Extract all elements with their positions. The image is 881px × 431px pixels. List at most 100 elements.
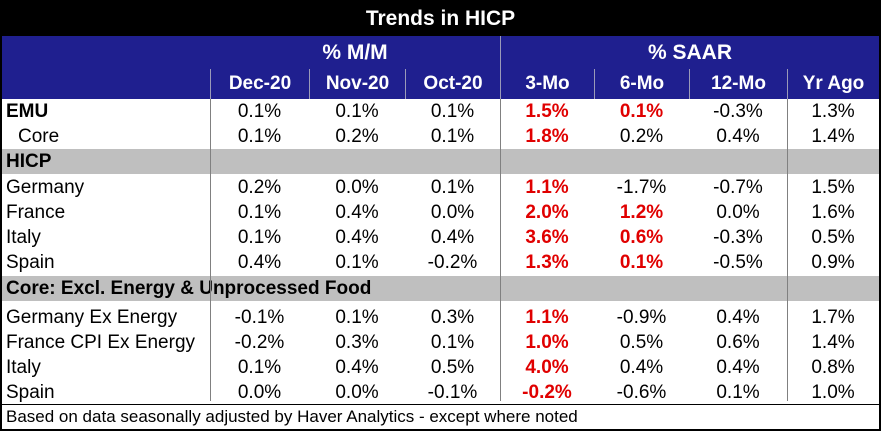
value-cell: 0.4% — [716, 357, 760, 378]
value-cell — [594, 276, 689, 301]
value-cell: 0.1% — [430, 126, 475, 147]
value-cell: 0.0% — [335, 177, 379, 198]
table-row: Germany Ex Energy -0.1% 0.1% 0.3% 1.1% -0.9% 0… — [2, 305, 879, 330]
value-cell: 0.4% — [237, 252, 282, 273]
value-cell: 0.1% — [237, 357, 282, 378]
value-cell — [210, 276, 309, 301]
value-cell: 0.4% — [335, 202, 379, 223]
value-cell: 1.2% — [619, 202, 664, 223]
table-row: EMU 0.1% 0.1% 0.1% 1.5% 0.1% -0.3% 1.3% — [2, 99, 879, 124]
table-row: Italy 0.1% 0.4% 0.4% 3.6% 0.6% -0.3% 0.5% — [2, 225, 879, 250]
divider-yr-ago — [787, 99, 788, 401]
value-cell: 0.5% — [430, 357, 475, 378]
value-cell — [210, 149, 309, 174]
value-cell: 0.6% — [619, 227, 664, 248]
value-cell: -0.1% — [234, 307, 285, 328]
value-cell: 0.4% — [335, 357, 379, 378]
divider-label — [210, 99, 211, 401]
row-label: France — [6, 202, 66, 223]
row-label: Italy — [6, 227, 41, 248]
value-cell: 0.1% — [237, 227, 282, 248]
row-label: EMU — [6, 101, 49, 122]
column-header-yr-ago: Yr Ago — [787, 69, 879, 99]
value-cell: 1.8% — [525, 126, 569, 147]
value-cell — [500, 276, 594, 301]
value-cell: 0.4% — [716, 126, 760, 147]
value-cell: 0.1% — [335, 252, 379, 273]
value-cell: 0.1% — [237, 101, 282, 122]
row-label: Core — [18, 126, 60, 147]
value-cell: 0.1% — [716, 382, 760, 403]
value-cell: 1.4% — [811, 126, 855, 147]
table-row: Core 0.1% 0.2% 0.1% 1.8% 0.2% 0.4% 1.4% — [2, 124, 879, 149]
section-row: Core: Excl. Energy & Unprocessed Food — [2, 276, 879, 301]
value-cell — [787, 149, 879, 174]
value-cell: 1.0% — [811, 382, 855, 403]
value-cell: 1.5% — [525, 101, 569, 122]
value-cell — [787, 276, 879, 301]
value-cell: 0.1% — [430, 177, 475, 198]
row-label: Germany — [6, 177, 85, 198]
table-row: France CPI Ex Energy -0.2% 0.3% 0.1% 1.0% 0.5… — [2, 330, 879, 355]
value-cell — [689, 149, 787, 174]
value-cell: 1.5% — [811, 177, 855, 198]
value-cell: 0.2% — [335, 126, 379, 147]
value-cell: 0.6% — [716, 332, 760, 353]
value-cell: 0.0% — [335, 382, 379, 403]
value-cell: 0.1% — [335, 101, 379, 122]
value-cell: 0.9% — [811, 252, 855, 273]
row-label: Spain — [6, 252, 55, 273]
value-cell: 1.6% — [811, 202, 855, 223]
divider-mm-saar — [500, 99, 501, 401]
value-cell: -0.6% — [616, 382, 667, 403]
value-cell: 0.3% — [430, 307, 475, 328]
row-label: Core: Excl. Energy & Unprocessed Food — [6, 278, 372, 299]
section-row: HICP — [2, 149, 879, 174]
value-cell: 0.3% — [335, 332, 379, 353]
group-header-mm: % M/M — [210, 36, 500, 69]
value-cell: 4.0% — [525, 357, 569, 378]
value-cell: 0.5% — [811, 227, 855, 248]
column-header-dec-20: Dec-20 — [210, 69, 309, 99]
value-cell: 0.4% — [619, 357, 664, 378]
value-cell: 0.4% — [430, 227, 475, 248]
value-cell: -0.2% — [427, 252, 478, 273]
value-cell: 1.3% — [525, 252, 569, 273]
footnote: Based on data seasonally adjusted by Hav… — [6, 407, 578, 426]
value-cell: 0.0% — [430, 202, 475, 223]
value-cell: -0.3% — [713, 101, 763, 122]
value-cell: 0.1% — [430, 101, 475, 122]
value-cell: 0.0% — [716, 202, 760, 223]
value-cell: 1.1% — [525, 177, 569, 198]
row-label: Germany Ex Energy — [6, 307, 178, 328]
group-header-saar: % SAAR — [500, 36, 879, 69]
value-cell: 0.5% — [619, 332, 664, 353]
value-cell: -0.5% — [713, 252, 763, 273]
value-cell: 0.4% — [716, 307, 760, 328]
value-cell: -0.3% — [713, 227, 763, 248]
value-cell: 1.7% — [811, 307, 855, 328]
value-cell: 0.4% — [335, 227, 379, 248]
value-cell: 1.4% — [811, 332, 855, 353]
value-cell: -0.7% — [713, 177, 763, 198]
footnote-divider — [2, 404, 879, 405]
row-label: France CPI Ex Energy — [6, 332, 196, 353]
column-header-6-mo: 6-Mo — [594, 69, 689, 99]
value-cell: 0.1% — [237, 126, 282, 147]
value-cell: 0.1% — [237, 202, 282, 223]
value-cell — [689, 276, 787, 301]
value-cell — [309, 149, 405, 174]
value-cell — [405, 276, 500, 301]
value-cell: 0.2% — [619, 126, 664, 147]
column-header-3-mo: 3-Mo — [500, 69, 594, 99]
value-cell: 0.1% — [619, 101, 664, 122]
value-cell: 0.1% — [430, 332, 475, 353]
value-cell: 0.1% — [619, 252, 664, 273]
value-cell: 0.0% — [237, 382, 282, 403]
value-cell — [594, 149, 689, 174]
row-label: Italy — [6, 357, 41, 378]
value-cell: 0.8% — [811, 357, 855, 378]
column-header-label — [2, 69, 210, 99]
row-label: HICP — [6, 151, 52, 172]
